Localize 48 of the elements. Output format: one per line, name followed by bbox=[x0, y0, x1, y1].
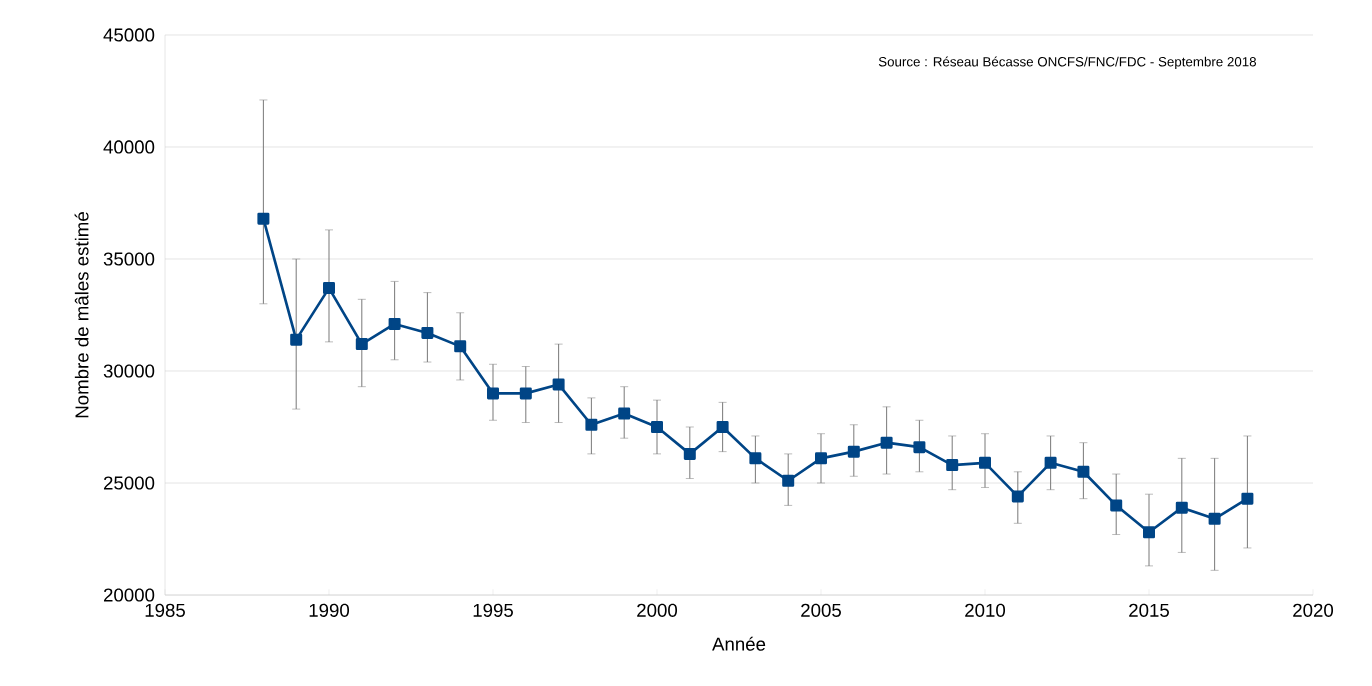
x-tick-label: 2000 bbox=[637, 603, 678, 617]
point bbox=[519, 387, 532, 400]
point bbox=[1044, 456, 1057, 469]
annotation: Source : Réseau Bécasse ONCFS/FNC/FDC - Septembre 2018 bbox=[878, 56, 1257, 70]
point bbox=[323, 282, 336, 295]
x-tick-label: 2015 bbox=[1129, 603, 1169, 617]
point bbox=[683, 447, 696, 460]
y-axis-title: Nombre de mâles estimé bbox=[74, 212, 89, 418]
point bbox=[749, 452, 762, 465]
point bbox=[257, 212, 270, 225]
point bbox=[913, 441, 926, 454]
point bbox=[388, 317, 401, 330]
point bbox=[1110, 499, 1123, 512]
point bbox=[1241, 492, 1254, 505]
x-tick-label: 2010 bbox=[965, 603, 1006, 617]
point bbox=[552, 378, 565, 391]
x-tick-label: 2020 bbox=[1293, 603, 1334, 617]
point bbox=[585, 418, 598, 431]
x-axis-title: Année bbox=[712, 636, 766, 651]
point bbox=[421, 326, 434, 339]
point bbox=[880, 436, 893, 449]
x-tick-label: 1990 bbox=[309, 603, 350, 617]
point bbox=[716, 420, 729, 433]
point bbox=[290, 333, 303, 346]
point bbox=[1011, 490, 1024, 503]
point bbox=[946, 459, 959, 472]
y-tick-label: 25000 bbox=[103, 476, 155, 490]
point bbox=[1143, 526, 1156, 539]
y-tick-label: 20000 bbox=[103, 588, 155, 602]
point bbox=[651, 420, 664, 433]
point bbox=[355, 338, 368, 351]
y-tick-label: 45000 bbox=[103, 28, 155, 42]
x-tick-label: 1985 bbox=[145, 603, 185, 617]
point bbox=[486, 387, 500, 400]
point bbox=[979, 456, 992, 469]
point bbox=[1175, 501, 1188, 514]
x-tick-label: 1995 bbox=[473, 603, 513, 617]
y-tick-label: 30000 bbox=[103, 364, 155, 378]
point bbox=[618, 407, 631, 420]
point bbox=[454, 340, 467, 353]
y-tick-label: 35000 bbox=[103, 252, 155, 266]
point bbox=[847, 445, 860, 458]
point bbox=[1208, 512, 1221, 525]
point bbox=[1077, 465, 1090, 478]
point bbox=[782, 474, 795, 487]
y-tick-label: 40000 bbox=[103, 140, 155, 154]
point bbox=[815, 452, 828, 465]
x-tick-label: 2005 bbox=[801, 603, 841, 617]
